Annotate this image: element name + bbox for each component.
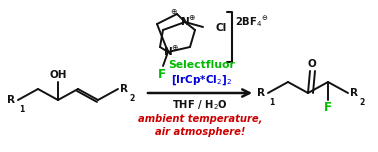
Text: air atmosphere!: air atmosphere! xyxy=(155,127,245,137)
Text: 2BF$_4$$^{\ominus}$: 2BF$_4$$^{\ominus}$ xyxy=(235,14,269,29)
Text: F: F xyxy=(158,68,166,81)
Text: 2: 2 xyxy=(359,98,364,107)
Text: R: R xyxy=(350,88,358,98)
Text: N: N xyxy=(181,17,189,27)
Text: 1: 1 xyxy=(269,98,274,107)
Text: ambient temperature,: ambient temperature, xyxy=(138,114,262,124)
Text: OH: OH xyxy=(49,70,67,80)
Text: ⊕: ⊕ xyxy=(171,43,177,52)
Text: R: R xyxy=(7,95,15,105)
Text: R: R xyxy=(120,84,128,94)
Text: ⊕: ⊕ xyxy=(188,12,194,21)
Text: [IrCp*Cl$_2$]$_2$: [IrCp*Cl$_2$]$_2$ xyxy=(172,73,232,87)
Text: ⊕: ⊕ xyxy=(170,7,176,17)
Text: F: F xyxy=(324,101,332,114)
Text: N: N xyxy=(164,47,172,57)
Text: R: R xyxy=(257,88,265,98)
Text: 2: 2 xyxy=(129,94,134,103)
Text: 1: 1 xyxy=(19,105,24,114)
Text: O: O xyxy=(308,59,316,69)
Text: Cl: Cl xyxy=(215,23,226,33)
Text: THF / H$_2$O: THF / H$_2$O xyxy=(172,98,228,112)
Text: Selectfluor: Selectfluor xyxy=(169,60,235,70)
